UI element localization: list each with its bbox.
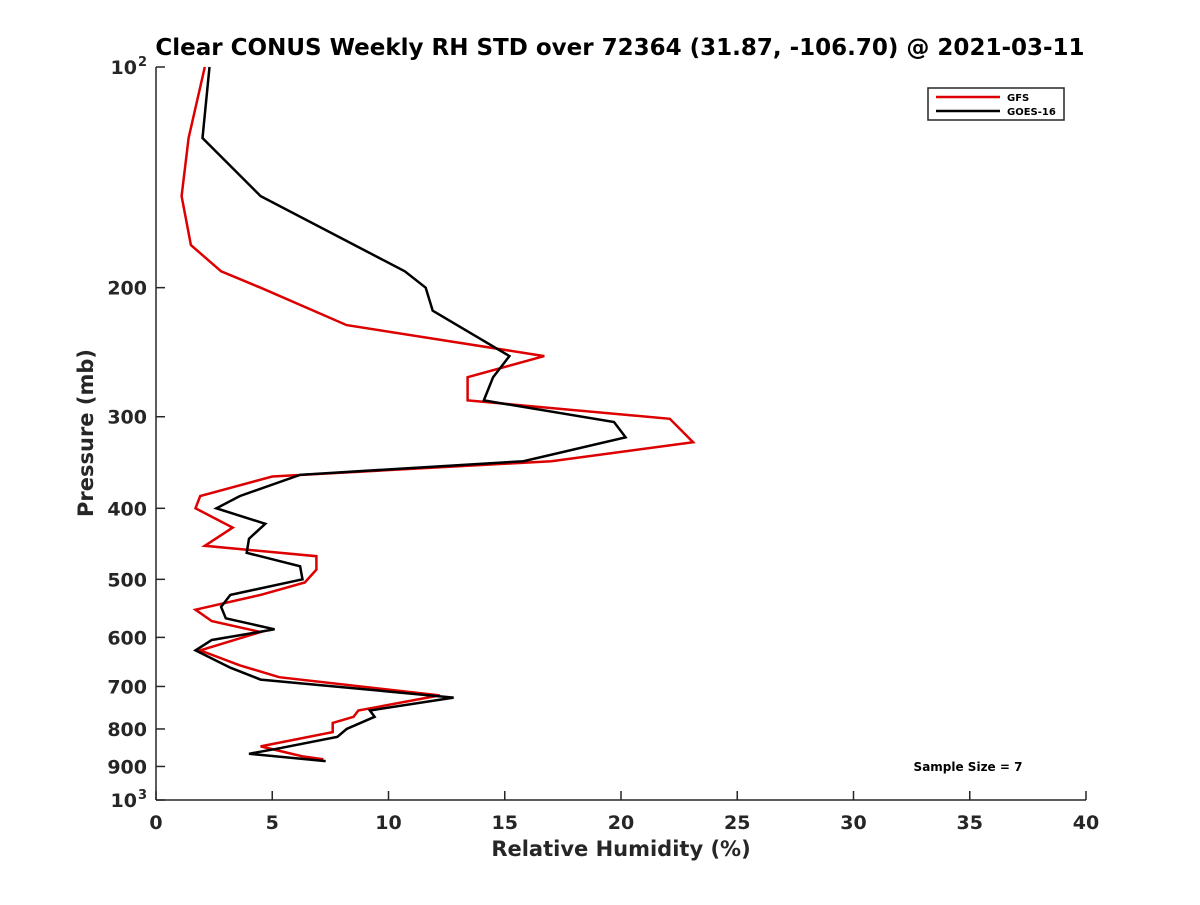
x-tick-label: 0	[149, 812, 162, 834]
y-axis-label: Pressure (mb)	[74, 349, 98, 517]
x-tick-label: 25	[724, 812, 750, 834]
y-tick-label: 900	[107, 756, 147, 778]
x-tick-label: 20	[608, 812, 634, 834]
series-line-goes-16	[192, 66, 628, 763]
x-tick-label: 30	[840, 812, 866, 834]
y-tick-label: 200	[107, 278, 147, 300]
series-line-gfs	[180, 66, 696, 761]
x-axis-ticks: 0 5 10 15 20 25 30 35 40	[149, 791, 1099, 834]
y-tick-label: 400	[107, 498, 147, 520]
legend-label-gfs: GFS	[1007, 93, 1029, 104]
y-tick-label: 10	[111, 790, 137, 812]
legend-box	[927, 87, 1065, 121]
y-tick-exponent: 3	[138, 788, 147, 803]
y-tick-label: 10	[111, 57, 137, 79]
x-tick-label: 40	[1073, 812, 1099, 834]
y-tick-label: 600	[107, 627, 147, 649]
x-tick-label: 35	[957, 812, 983, 834]
y-tick-label: 700	[107, 676, 147, 698]
series-lines	[180, 66, 696, 763]
y-tick-label: 500	[107, 569, 147, 591]
x-tick-label: 15	[492, 812, 518, 834]
sample-size-annotation: Sample Size = 7	[914, 760, 1023, 774]
legend: GFS GOES-16	[927, 87, 1065, 121]
chart-title: Clear CONUS Weekly RH STD over 72364 (31…	[155, 35, 1084, 61]
x-tick-label: 5	[266, 812, 279, 834]
y-tick-label: 800	[107, 719, 147, 741]
y-tick-exponent: 2	[138, 55, 147, 70]
x-tick-label: 10	[375, 812, 401, 834]
y-tick-label: 300	[107, 407, 147, 429]
x-axis-label: Relative Humidity (%)	[491, 837, 750, 861]
legend-label-goes-16: GOES-16	[1007, 107, 1056, 118]
